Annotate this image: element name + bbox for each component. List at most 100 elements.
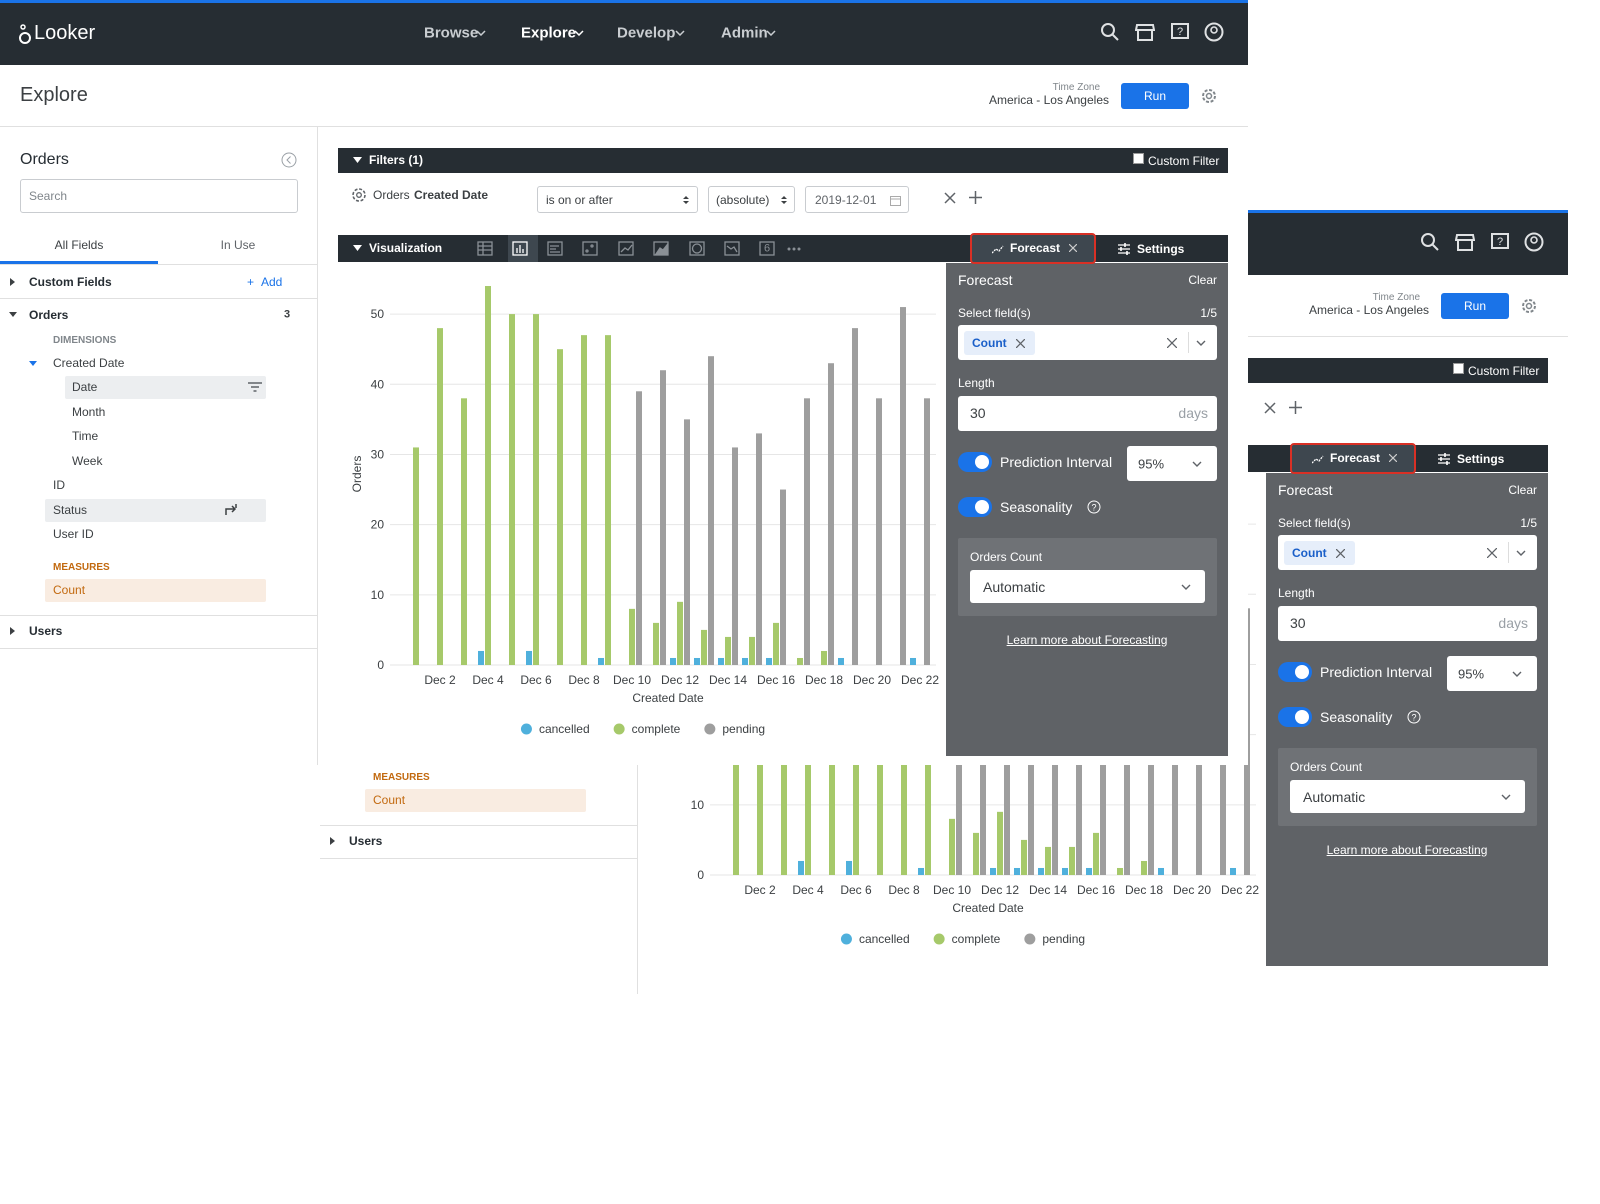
- run-label[interactable]: Run: [1463, 299, 1487, 313]
- run-label[interactable]: Run: [1143, 89, 1167, 103]
- view[interactable]: Users: [29, 624, 63, 638]
- dimension[interactable]: ID: [53, 478, 65, 492]
- tab[interactable]: In Use: [220, 238, 256, 252]
- field-select[interactable]: Count: [958, 325, 1217, 360]
- timeframe[interactable]: Week: [72, 454, 103, 468]
- forecast-tab[interactable]: Forecast: [1290, 443, 1416, 474]
- search-icon[interactable]: [1420, 232, 1440, 252]
- date-input[interactable]: 2019-12-01: [805, 186, 909, 213]
- length-input[interactable]: 30 days: [958, 396, 1217, 431]
- time-zone[interactable]: America - Los Angeles: [1308, 303, 1429, 317]
- expand-arrow[interactable]: [29, 361, 37, 367]
- settings-icon[interactable]: [1117, 242, 1131, 256]
- account-icon[interactable]: [1204, 22, 1224, 42]
- area-icon[interactable]: [653, 241, 669, 256]
- expand-arrow[interactable]: [10, 278, 16, 286]
- single-value-glyph[interactable]: 6: [763, 242, 771, 255]
- timeframe[interactable]: Time: [72, 429, 99, 443]
- search-icon[interactable]: [1100, 22, 1120, 42]
- selected-row[interactable]: [45, 499, 266, 522]
- table-icon[interactable]: [477, 241, 493, 256]
- interval-value[interactable]: 95%: [1458, 666, 1485, 682]
- help-icon[interactable]: ?: [1490, 232, 1510, 252]
- settings-icon[interactable]: [1200, 87, 1218, 105]
- column-icon[interactable]: [512, 241, 528, 256]
- collapse-icon[interactable]: [281, 152, 297, 168]
- learn-more[interactable]: Learn more about Forecasting: [1006, 633, 1168, 647]
- dimension-group[interactable]: Created Date: [53, 356, 125, 370]
- chevron[interactable]: [1196, 340, 1206, 346]
- map-icon[interactable]: [724, 241, 740, 256]
- settings-icon[interactable]: [1437, 452, 1451, 466]
- clear-link[interactable]: Clear: [1508, 483, 1537, 497]
- interval-toggle[interactable]: [958, 452, 992, 472]
- selected-row[interactable]: [65, 376, 266, 399]
- custom-filter[interactable]: Custom Filter: [1148, 154, 1220, 168]
- chevron[interactable]: [1516, 550, 1526, 556]
- measure[interactable]: Count: [373, 793, 406, 807]
- series-select[interactable]: Automatic: [1290, 780, 1525, 813]
- forecast-tab-label[interactable]: Forecast: [1010, 241, 1061, 255]
- operator-select[interactable]: is on or after: [537, 186, 698, 213]
- chip[interactable]: [1284, 541, 1355, 565]
- calendar-icon[interactable]: [890, 195, 901, 206]
- interval-select[interactable]: 95%: [1127, 446, 1217, 481]
- run-button[interactable]: Run: [1441, 293, 1509, 319]
- section[interactable]: Custom Fields: [29, 275, 112, 289]
- collapse-arrow[interactable]: [353, 245, 362, 251]
- remove-icon[interactable]: [1264, 402, 1276, 414]
- view[interactable]: Users: [349, 834, 383, 848]
- mode-select[interactable]: (absolute): [708, 186, 795, 213]
- time-zone[interactable]: America - Los Angeles: [988, 93, 1109, 107]
- settings-tab[interactable]: Settings: [1457, 452, 1505, 466]
- marketplace-icon[interactable]: [1455, 232, 1475, 252]
- selected-row[interactable]: [365, 789, 586, 812]
- search-input[interactable]: Search: [20, 179, 298, 213]
- checkbox[interactable]: [1133, 153, 1144, 164]
- chip-label[interactable]: Count: [1292, 546, 1327, 560]
- clear-icon[interactable]: [1487, 548, 1497, 558]
- add-plus[interactable]: +: [247, 275, 255, 289]
- seasonality-toggle[interactable]: [1278, 707, 1312, 727]
- run-button[interactable]: Run: [1121, 83, 1189, 109]
- dimension[interactable]: User ID: [53, 527, 94, 541]
- series-mode[interactable]: Automatic: [1303, 789, 1366, 805]
- measure[interactable]: Count: [53, 583, 86, 597]
- dimension[interactable]: Status: [53, 503, 88, 517]
- marketplace-icon[interactable]: [1135, 22, 1155, 42]
- time-zone-label[interactable]: Time Zone: [1052, 82, 1100, 93]
- chip-remove[interactable]: [1016, 339, 1025, 348]
- brand[interactable]: Looker: [34, 22, 96, 44]
- timeframe[interactable]: Month: [72, 405, 106, 419]
- help-icon[interactable]: ?: [1170, 22, 1190, 42]
- interval-select[interactable]: 95%: [1447, 656, 1537, 691]
- filters-title[interactable]: Filters (1): [369, 153, 424, 167]
- pie-icon[interactable]: [689, 241, 705, 256]
- bar-icon[interactable]: [547, 241, 563, 256]
- filters-bar[interactable]: Filters (1) Custom Filter: [338, 148, 1228, 173]
- help-icon[interactable]: ?: [1407, 710, 1421, 724]
- operator[interactable]: is on or after: [546, 193, 613, 207]
- length-value[interactable]: 30: [970, 405, 986, 421]
- chip-remove[interactable]: [1336, 549, 1345, 558]
- single-value-icon[interactable]: [759, 241, 775, 256]
- scatter-icon[interactable]: [582, 241, 598, 256]
- field-select[interactable]: Count: [1278, 535, 1537, 570]
- timeframe[interactable]: Date: [72, 380, 98, 394]
- visualization-title[interactable]: Visualization: [369, 241, 443, 255]
- search-placeholder[interactable]: Search: [29, 189, 68, 203]
- line-icon[interactable]: [618, 241, 634, 256]
- help-icon[interactable]: ?: [1087, 500, 1101, 514]
- collapse-arrow[interactable]: [353, 157, 362, 163]
- add-icon[interactable]: [1289, 401, 1302, 414]
- expand-arrow[interactable]: [9, 312, 17, 318]
- close-icon[interactable]: [1069, 244, 1077, 252]
- nav-item[interactable]: Explore: [521, 24, 577, 42]
- nav-item[interactable]: Browse: [424, 24, 479, 42]
- view[interactable]: Orders: [29, 308, 69, 322]
- clear-icon[interactable]: [1167, 338, 1177, 348]
- settings-tab[interactable]: Settings: [1137, 242, 1185, 256]
- account-icon[interactable]: [1524, 232, 1544, 252]
- add-icon[interactable]: [969, 191, 982, 204]
- filter-icon[interactable]: [248, 382, 262, 392]
